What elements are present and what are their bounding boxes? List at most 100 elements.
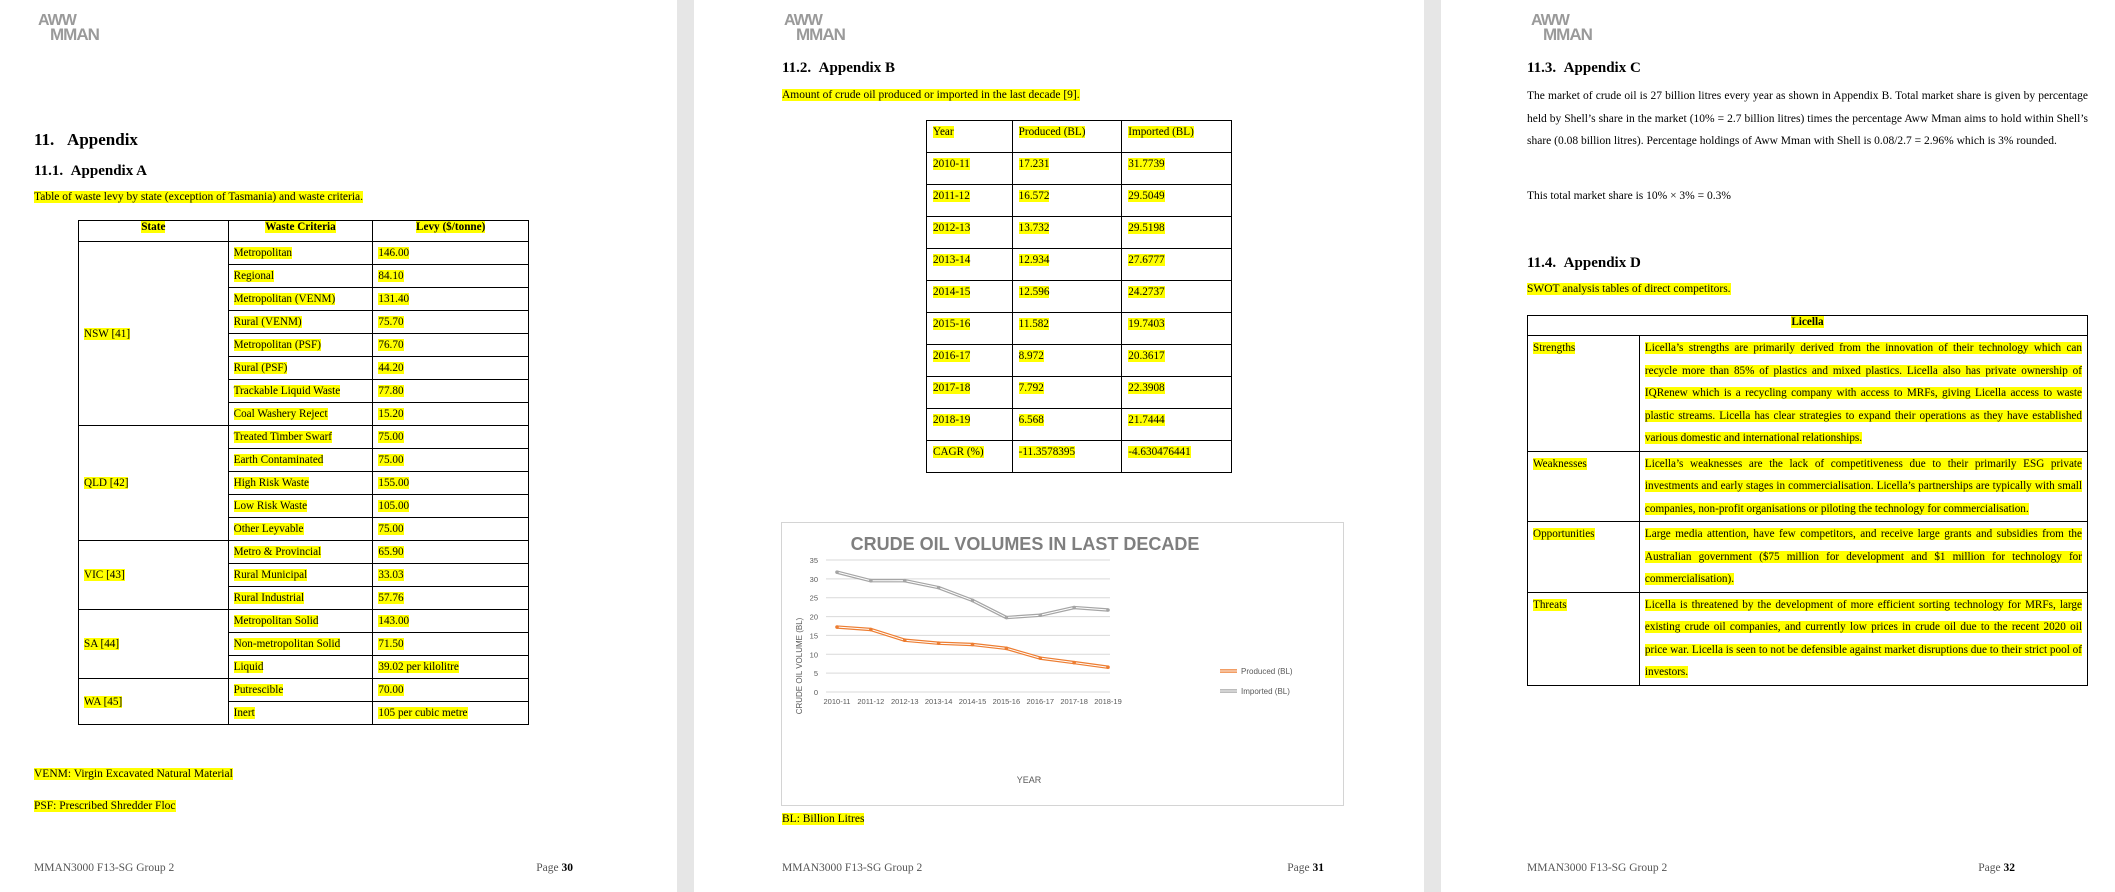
table-cell: 17.231 <box>1011 152 1123 185</box>
criteria-cell: Metropolitan (PSF) <box>227 333 374 357</box>
y-tick-label: 5 <box>814 669 818 678</box>
y-tick-label: 35 <box>810 556 818 565</box>
criteria-cell: Liquid <box>227 655 374 679</box>
criteria-cell: Metropolitan Solid <box>227 609 374 633</box>
table-row: Inert 105 per cubic metre <box>79 701 529 725</box>
table-cell: -4.630476441 <box>1121 440 1232 473</box>
market-share-line: This total market share is 10% × 3% = 0.… <box>1527 190 1731 202</box>
levy-cell: 155.00 <box>372 471 529 495</box>
state-cell: WA [45] <box>78 678 229 725</box>
table-row: Other Leyvable 75.00 <box>79 517 529 541</box>
table-row: Rural (PSF) 44.20 <box>79 356 529 380</box>
swot-row: Strengths Licella’s strengths are primari… <box>1527 335 2089 452</box>
bl-note: BL: Billion Litres <box>782 813 865 825</box>
table-row: 2011-12 16.572 29.5049 <box>926 184 1232 217</box>
y-tick-label: 30 <box>810 575 818 584</box>
data-point <box>1038 656 1043 660</box>
table-row: SA [44] Metropolitan Solid 143.00 <box>78 609 529 679</box>
swot-row: Opportunities Large media attention, have… <box>1527 521 2089 593</box>
swot-description: Large media attention, have few competit… <box>1638 521 2089 593</box>
table-cell: 2010-11 <box>926 152 1013 185</box>
levy-cell: 75.00 <box>372 448 529 472</box>
table-cell: 11.582 <box>1011 312 1123 345</box>
appendix-a-caption: Table of waste levy by state (exception … <box>34 191 363 203</box>
criteria-cell: Rural Industrial <box>227 586 374 610</box>
x-axis-label: YEAR <box>1017 775 1042 785</box>
y-tick-label: 15 <box>810 631 818 640</box>
y-axis-label: CRUDE OIL VOLUME (BL) <box>795 617 804 714</box>
data-point <box>1106 608 1110 612</box>
swot-row: Threats Licella is threatened by the deve… <box>1527 591 2089 686</box>
x-tick-label: 2010-11 <box>824 697 851 706</box>
table-row: Trackable Liquid Waste 77.80 <box>79 379 529 403</box>
x-tick-label: 2012-13 <box>891 697 919 706</box>
state-cell: QLD [42] <box>78 425 229 541</box>
swot-row: Weaknesses Licella’s weaknesses are the l… <box>1527 450 2089 522</box>
data-point <box>1004 646 1009 651</box>
table-cell: 24.2737 <box>1121 280 1232 313</box>
criteria-cell: Rural (PSF) <box>227 356 374 380</box>
venm-note: VENM: Virgin Excavated Natural Material <box>34 768 233 780</box>
criteria-cell: Regional <box>227 264 374 288</box>
y-tick-label: 25 <box>810 594 818 603</box>
table-row: VIC [43] Metro & Provincial 65.90 <box>78 540 529 610</box>
legend-label: Imported (BL) <box>1241 687 1290 696</box>
column-header: State <box>78 220 229 242</box>
column-header: Levy ($/tonne) <box>372 220 529 242</box>
table-row: Regional 84.10 <box>79 264 529 288</box>
table-row: 2013-14 12.934 27.6777 <box>926 248 1232 281</box>
table-row: NSW [41] Metropolitan 146.00 <box>78 241 529 426</box>
table-row: Metropolitan (VENM) 131.40 <box>79 287 529 311</box>
table-cell: CAGR (%) <box>926 440 1013 473</box>
table-cell: 6.568 <box>1011 408 1123 441</box>
data-point <box>1106 665 1110 670</box>
table-cell: 7.792 <box>1011 376 1123 409</box>
table-cell: 13.732 <box>1011 216 1123 249</box>
crude-oil-chart: CRUDE OIL VOLUMES IN LAST DECADE CRUDE O… <box>781 522 1344 806</box>
footer-course: MMAN3000 F13-SG Group 2 <box>34 862 175 874</box>
appendix-d-heading: 11.4. Appendix D <box>1527 255 1641 271</box>
table-cell: 8.972 <box>1011 344 1123 377</box>
table-row: WA [45] Putrescible 70.00 <box>78 678 529 725</box>
table-cell: 27.6777 <box>1121 248 1232 281</box>
data-point <box>1038 613 1043 618</box>
table-cell: 20.3617 <box>1121 344 1232 377</box>
page-30: AWW MMAN 11. Appendix 11.1. Appendix A Ta… <box>0 0 677 892</box>
levy-cell: 70.00 <box>372 678 529 702</box>
swot-table: Licella Strengths Licella’s strengths are… <box>1527 315 2089 686</box>
table-row: Rural Municipal 33.03 <box>79 563 529 587</box>
state-cell: VIC [43] <box>78 540 229 610</box>
appendix-d-caption: SWOT analysis tables of direct competito… <box>1527 283 1731 295</box>
data-point <box>970 598 975 603</box>
table-cell: 2012-13 <box>926 216 1013 249</box>
table-cell: 29.5049 <box>1121 184 1232 217</box>
table-row: Non-metropolitan Solid 71.50 <box>79 632 529 656</box>
criteria-cell: Non-metropolitan Solid <box>227 632 374 656</box>
criteria-cell: Metropolitan <box>227 241 374 265</box>
swot-description: Licella’s weaknesses are the lack of com… <box>1638 450 2089 522</box>
data-point <box>835 625 839 629</box>
swot-category: Threats <box>1527 591 1640 686</box>
appendix-b-caption: Amount of crude oil produced or imported… <box>782 89 1080 101</box>
levy-cell: 77.80 <box>372 379 529 403</box>
footer-page-number: Page 32 <box>1978 862 2015 874</box>
y-tick-label: 10 <box>810 650 818 659</box>
table-cell: 2017-18 <box>926 376 1013 409</box>
swot-description: Licella is threatened by the development… <box>1638 591 2089 686</box>
swot-title-row: Licella <box>1527 315 2088 336</box>
data-point <box>869 627 873 632</box>
table-header-row: Year Produced (BL) Imported (BL) <box>926 120 1232 153</box>
table-cell: 12.934 <box>1011 248 1123 281</box>
table-row: QLD [42] Treated Timber Swarf 75.00 <box>78 425 529 541</box>
swot-description: Licella’s strengths are primarily derive… <box>1638 335 2089 452</box>
table-row: 2014-15 12.596 24.2737 <box>926 280 1232 313</box>
data-point <box>936 641 941 646</box>
table-header-row: State Waste Criteria Levy ($/tonne) <box>78 220 529 242</box>
table-cell: 2013-14 <box>926 248 1013 281</box>
column-header: Imported (BL) <box>1121 120 1232 153</box>
x-tick-label: 2011-12 <box>857 697 884 706</box>
data-point <box>1072 605 1076 610</box>
page-32: AWW MMAN 11.3. Appendix C The market of c… <box>1441 0 2115 892</box>
appendix-b-heading: 11.2. Appendix B <box>782 60 895 76</box>
y-tick-label: 0 <box>814 688 818 697</box>
